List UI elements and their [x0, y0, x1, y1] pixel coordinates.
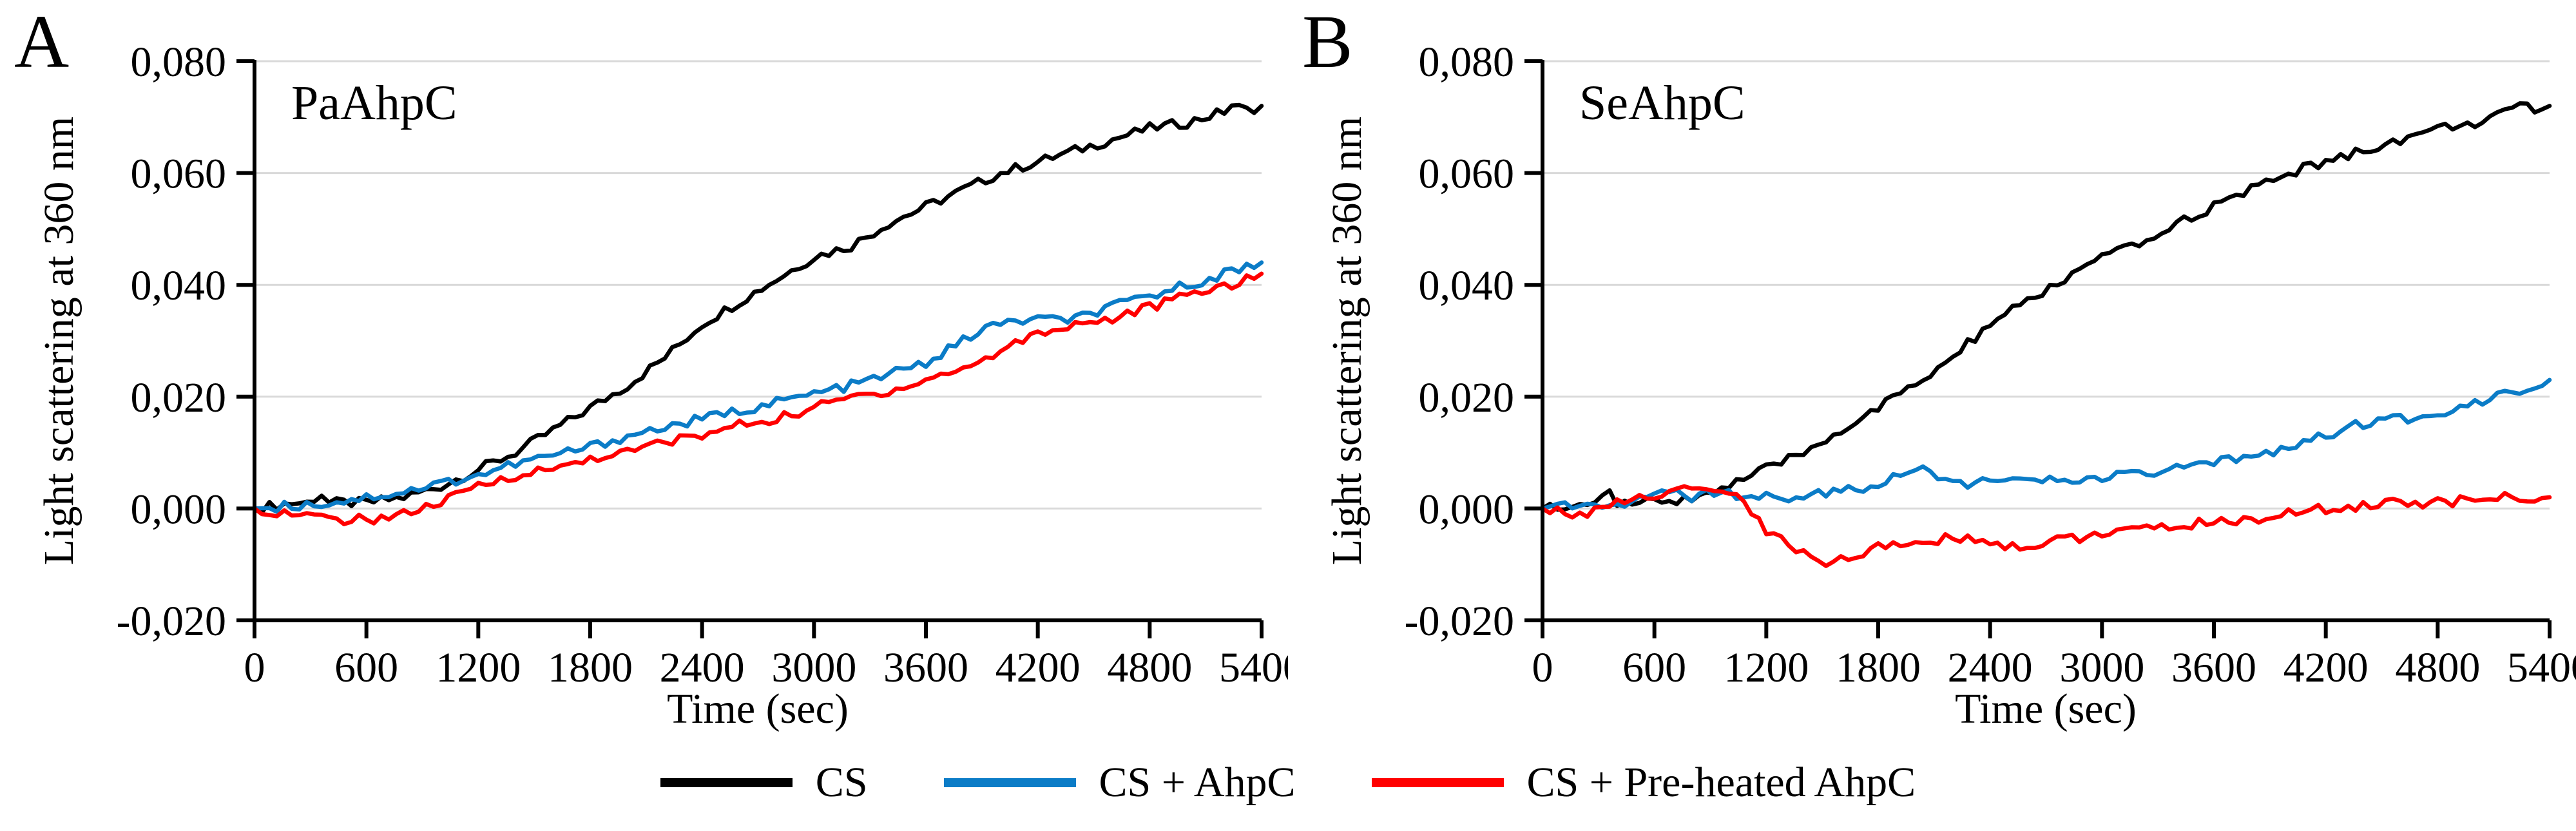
x-tick-label: 4200 [2283, 644, 2369, 691]
x-tick-label: 3600 [2171, 644, 2256, 691]
x-axis-title-b: Time (sec) [1955, 685, 2137, 732]
plot-title-seahpc: SeAhpC [1579, 76, 1745, 130]
x-tick-label: 1200 [436, 644, 521, 691]
series-cs-ahpc [252, 260, 1264, 514]
x-tick-label: 3000 [2059, 644, 2144, 691]
x-tick-label: 600 [334, 644, 398, 691]
y-tick-label: 0,040 [131, 262, 227, 309]
x-tick-label: 1800 [548, 644, 633, 691]
y-tick-label: -0,020 [1405, 598, 1514, 645]
panel-a-letter: A [14, 0, 70, 84]
x-tick-label: 1200 [1724, 644, 1809, 691]
x-tick-label: 3600 [883, 644, 968, 691]
y-tick-label: 0,080 [1419, 39, 1515, 86]
chart-a-plot: 0,080 0,060 0,040 0,020 0,000 -0,020 0 600 1200 1… [117, 39, 1288, 691]
y-tick-label: -0,020 [117, 598, 226, 645]
y-tick-label: 0,060 [1419, 151, 1515, 198]
y-tick-label: 0,020 [1419, 374, 1515, 421]
legend-label-cs: CS [815, 759, 868, 806]
y-tick-label: 0,020 [131, 374, 227, 421]
x-tick-label: 600 [1622, 644, 1686, 691]
legend-swatch-cs-ahpc [943, 778, 1076, 787]
legend-item-cs: CS [660, 761, 868, 804]
plot-title-paahpc: PaAhpC [291, 76, 457, 130]
panel-a: A Light scattering at 360 nm 0,080 0,060 0… [14, 0, 1288, 732]
panel-b: B Light scattering at 360 nm 0,080 0,060 0… [1288, 0, 2576, 831]
x-tick-label: 4800 [1107, 644, 1192, 691]
x-axis-title-a: Time (sec) [667, 685, 849, 732]
x-tick-label: 4200 [995, 644, 1081, 691]
y-tick-label: 0,060 [131, 151, 227, 198]
series-cs [252, 102, 1264, 515]
legend-swatch-cs-preheated-ahpc [1371, 778, 1504, 787]
x-tick-label: 2400 [660, 644, 745, 691]
legend-swatch-cs [660, 778, 793, 787]
series-cs-pre-heated-ahpc [252, 271, 1264, 526]
x-tick-label: 4800 [2395, 644, 2480, 691]
x-tick-label: 5400 [2507, 644, 2576, 691]
legend-label-cs-preheated-ahpc: CS + Pre-heated AhpC [1526, 759, 1916, 806]
x-tick-label: 1800 [1836, 644, 1921, 691]
x-tick-label: 5400 [1219, 644, 1288, 691]
series-cs-ahpc [1540, 377, 2552, 511]
x-tick-label: 3000 [771, 644, 856, 691]
x-tick-label: 0 [1532, 644, 1553, 691]
legend-item-cs-preheated-ahpc: CS + Pre-heated AhpC [1371, 759, 1916, 806]
legend: CS CS + AhpC CS + Pre-heated AhpC [0, 757, 2576, 808]
y-tick-label: 0,000 [1419, 486, 1515, 533]
legend-item-cs-ahpc: CS + AhpC [943, 759, 1296, 806]
x-tick-label: 2400 [1948, 644, 2033, 691]
y-tick-label: 0,000 [131, 486, 227, 533]
y-tick-label: 0,040 [1419, 262, 1515, 309]
y-tick-label: 0,080 [131, 39, 227, 86]
chart-b-plot: 0,080 0,060 0,040 0,020 0,000 -0,020 0 600 1200 1… [1405, 39, 2576, 691]
panel-b-letter: B [1302, 0, 1353, 84]
series-cs-pre-heated-ahpc [1540, 484, 2552, 568]
x-tick-label: 0 [244, 644, 265, 691]
legend-label-cs-ahpc: CS + AhpC [1099, 759, 1296, 806]
series-cs [1540, 101, 2552, 512]
